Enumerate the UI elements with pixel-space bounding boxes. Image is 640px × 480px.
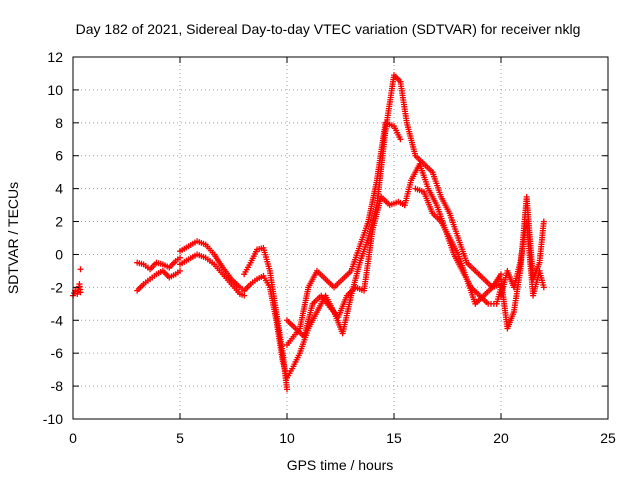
x-tick-label: 15	[386, 430, 402, 446]
y-tick-label: -8	[51, 378, 64, 394]
axis-ticks: 0 5 10 15 20 25 -10 -8 -6 -4 -2 0 2 4 6 8 10 12	[43, 49, 616, 446]
x-tick-label: 0	[69, 430, 77, 446]
x-tick-label: 20	[493, 430, 509, 446]
data-point-marker	[77, 289, 84, 296]
x-tick-label: 5	[176, 430, 184, 446]
data-point-marker	[177, 254, 183, 261]
y-tick-label: 4	[55, 181, 63, 197]
x-tick-label: 10	[279, 430, 295, 446]
y-tick-label: 6	[55, 148, 63, 164]
data-point-marker	[540, 218, 547, 225]
grid	[73, 57, 608, 419]
y-tick-label: 2	[55, 214, 63, 230]
y-tick-label: -10	[43, 411, 63, 427]
data-point-marker	[397, 136, 404, 143]
y-tick-label: 0	[55, 246, 63, 262]
x-axis-label: GPS time / hours	[287, 457, 394, 473]
y-tick-label: 8	[55, 115, 63, 131]
y-tick-label: 12	[47, 49, 63, 65]
data-point-marker	[77, 266, 84, 273]
chart-title: Day 182 of 2021, Sidereal Day-to-day VTE…	[76, 21, 581, 37]
data-points	[70, 72, 547, 393]
plot-frame	[72, 56, 609, 420]
y-axis-label: SDTVAR / TECUs	[5, 182, 21, 294]
data-point-marker	[284, 386, 290, 393]
data-point-marker	[540, 284, 547, 291]
y-tick-label: -4	[51, 312, 64, 328]
x-tick-label: 25	[600, 430, 616, 446]
y-tick-label: -2	[51, 279, 64, 295]
y-tick-label: -6	[51, 345, 64, 361]
y-tick-label: 10	[47, 82, 63, 98]
data-point-marker	[177, 267, 183, 274]
